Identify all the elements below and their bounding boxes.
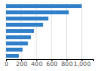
x-tick-label: 0 <box>5 60 9 67</box>
grid-line <box>81 3 82 59</box>
bar <box>6 17 48 21</box>
x-tick-label: 800 <box>61 60 73 67</box>
x-tick-label: 400 <box>31 60 43 67</box>
x-tick: 1,000 <box>74 59 91 67</box>
x-tick: 200 <box>16 59 28 67</box>
bar <box>6 10 69 14</box>
bar <box>6 4 82 8</box>
bar <box>6 42 28 46</box>
bars <box>6 4 82 58</box>
chart: 0 2004006008001,000 <box>0 0 100 71</box>
x-tick: 0 <box>5 59 9 67</box>
bar <box>6 48 23 52</box>
grid <box>6 3 82 59</box>
x-tick-label: 600 <box>46 60 58 67</box>
bar <box>6 54 19 58</box>
bar <box>6 23 43 27</box>
x-tick: 400 <box>31 59 43 67</box>
bar <box>6 35 31 39</box>
x-tick-label: 1,000 <box>74 60 91 67</box>
x-tick-label: 200 <box>16 60 28 67</box>
chart-container: 0 2004006008001,000 <box>0 0 100 71</box>
x-tick: 600 <box>46 59 58 67</box>
plot-area: 0 2004006008001,000 <box>5 3 94 67</box>
x-axis: 0 2004006008001,000 <box>5 59 94 67</box>
bar <box>6 29 34 33</box>
x-tick: 800 <box>61 59 73 67</box>
